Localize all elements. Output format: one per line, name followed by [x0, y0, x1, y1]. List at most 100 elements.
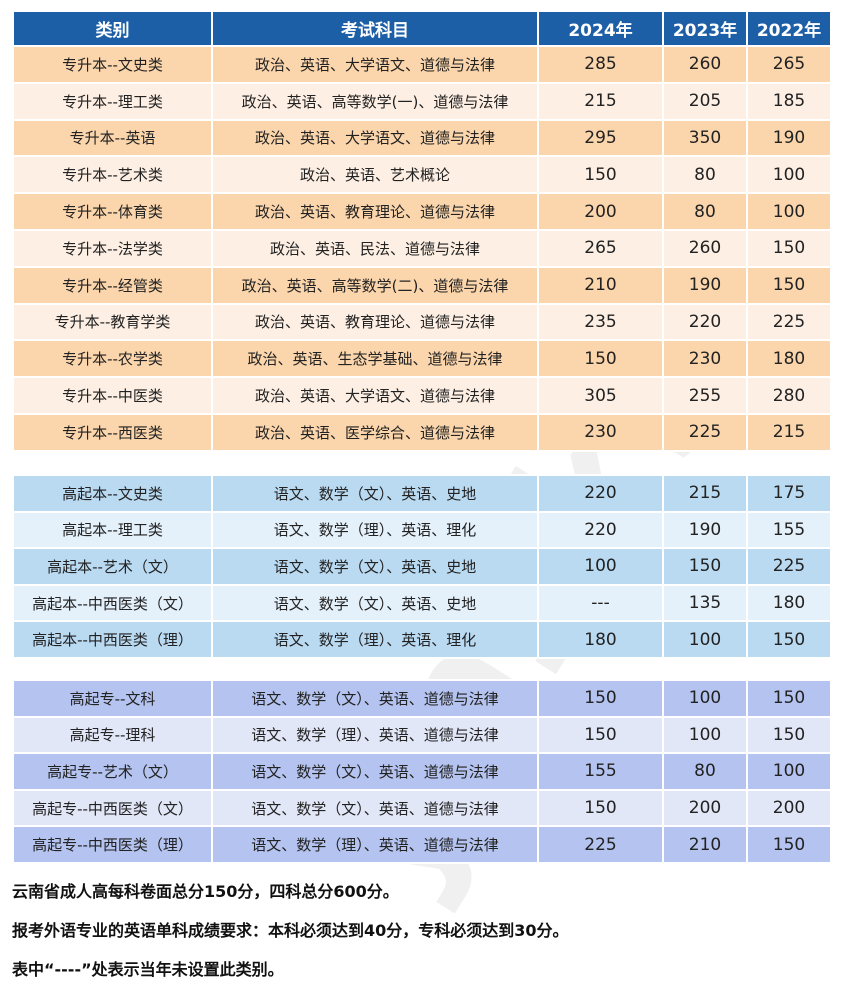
score-2023-cell: 200	[662, 788, 748, 828]
score-2024-cell: 100	[537, 547, 664, 586]
subjects-cell: 语文、数学（理）、英语、理化	[211, 510, 539, 550]
category-cell: 高起本--理工类	[12, 510, 213, 550]
score-2024-cell: 150	[537, 715, 664, 755]
category-cell: 专升本--艺术类	[12, 155, 213, 195]
category-cell: 专升本--法学类	[12, 228, 213, 268]
score-2022-cell: 190	[746, 118, 832, 158]
subjects-cell: 语文、数学（文）、英语、道德与法律	[211, 679, 539, 718]
score-2024-cell: 150	[537, 679, 664, 718]
score-2022-cell: 215	[746, 412, 832, 452]
score-2023-cell: 260	[662, 45, 748, 84]
score-2023-cell: 210	[662, 825, 748, 864]
category-cell: 专升本--理工类	[12, 81, 213, 121]
score-2023-cell: 220	[662, 302, 748, 342]
score-2024-cell: 210	[537, 265, 664, 305]
category-cell: 专升本--英语	[12, 118, 213, 158]
score-2023-cell: 150	[662, 547, 748, 586]
subjects-cell: 政治、英语、艺术概论	[211, 155, 539, 195]
table-row: 高起专--文科 语文、数学（文）、英语、道德与法律 150 100 150	[12, 679, 832, 718]
table-row: 专升本--西医类 政治、英语、医学综合、道德与法律 230 225 215	[12, 412, 832, 452]
header-2023: 2023年	[662, 10, 748, 47]
subjects-cell: 语文、数学（文）、英语、史地	[211, 583, 539, 623]
score-2022-cell: 150	[746, 715, 832, 755]
score-2022-cell: 150	[746, 228, 832, 268]
table-row: 专升本--文史类 政治、英语、大学语文、道德与法律 285 260 265	[12, 45, 832, 84]
category-cell: 专升本--体育类	[12, 192, 213, 231]
note-english-requirement: 报考外语专业的英语单科成绩要求：本科必须达到40分，专科必须达到30分。	[12, 921, 569, 940]
score-2023-cell: 100	[662, 715, 748, 755]
score-table-gaoqizhuan: 高起专--文科 语文、数学（文）、英语、道德与法律 150 100 150 高起专--理科…	[12, 679, 832, 864]
subjects-cell: 语文、数学（文）、英语、史地	[211, 474, 539, 513]
table-row: 高起专--中西医类（理） 语文、数学（理）、英语、道德与法律 225 210 150	[12, 825, 832, 864]
score-2024-cell: 200	[537, 192, 664, 231]
subjects-cell: 政治、英语、医学综合、道德与法律	[211, 412, 539, 452]
table-row: 专升本--理工类 政治、英语、高等数学(一)、道德与法律 215 205 185	[12, 81, 832, 121]
score-2024-cell: ---	[537, 583, 664, 623]
category-cell: 专升本--教育学类	[12, 302, 213, 342]
subjects-cell: 政治、英语、高等数学(一)、道德与法律	[211, 81, 539, 121]
subjects-cell: 政治、英语、教育理论、道德与法律	[211, 192, 539, 231]
score-2024-cell: 305	[537, 376, 664, 415]
subjects-cell: 政治、英语、大学语文、道德与法律	[211, 376, 539, 415]
score-2024-cell: 180	[537, 620, 664, 659]
table-row: 专升本--中医类 政治、英语、大学语文、道德与法律 305 255 280	[12, 376, 832, 415]
subjects-cell: 语文、数学（理）、英语、理化	[211, 620, 539, 659]
score-2022-cell: 150	[746, 679, 832, 718]
score-2022-cell: 280	[746, 376, 832, 415]
subjects-cell: 语文、数学（理）、英语、道德与法律	[211, 825, 539, 864]
category-cell: 专升本--经管类	[12, 265, 213, 305]
score-2023-cell: 100	[662, 620, 748, 659]
score-2022-cell: 100	[746, 155, 832, 195]
header-subjects: 考试科目	[211, 10, 539, 47]
score-2022-cell: 150	[746, 265, 832, 305]
score-table-zhuanshengben: 类别 考试科目 2024年 2023年 2022年 专升本--文史类 政治、英语、…	[12, 10, 832, 452]
category-cell: 高起专--文科	[12, 679, 213, 718]
score-2023-cell: 190	[662, 265, 748, 305]
table-row: 高起专--艺术（文） 语文、数学（文）、英语、道德与法律 155 80 100	[12, 752, 832, 791]
score-2023-cell: 80	[662, 752, 748, 791]
header-2022: 2022年	[746, 10, 832, 47]
score-2024-cell: 225	[537, 825, 664, 864]
score-table-gaoqiben: 高起本--文史类 语文、数学（文）、英语、史地 220 215 175 高起本--理工类语…	[12, 474, 832, 659]
subjects-cell: 语文、数学（文）、英语、道德与法律	[211, 788, 539, 828]
score-2022-cell: 225	[746, 547, 832, 586]
score-2022-cell: 100	[746, 192, 832, 231]
table-row: 专升本--法学类 政治、英语、民法、道德与法律 265 260 150	[12, 228, 832, 268]
score-2022-cell: 175	[746, 474, 832, 513]
score-2023-cell: 215	[662, 474, 748, 513]
score-2024-cell: 150	[537, 155, 664, 195]
subjects-cell: 政治、英语、教育理论、道德与法律	[211, 302, 539, 342]
category-cell: 高起本--中西医类（理）	[12, 620, 213, 659]
table-row: 专升本--农学类 政治、英语、生态学基础、道德与法律 150 230 180	[12, 339, 832, 379]
category-cell: 专升本--西医类	[12, 412, 213, 452]
score-2022-cell: 265	[746, 45, 832, 84]
note-dash-meaning: 表中“----”处表示当年未设置此类别。	[12, 960, 284, 979]
category-cell: 高起专--中西医类（理）	[12, 825, 213, 864]
score-2024-cell: 235	[537, 302, 664, 342]
score-2022-cell: 150	[746, 825, 832, 864]
category-cell: 高起专--中西医类（文）	[12, 788, 213, 828]
category-cell: 专升本--农学类	[12, 339, 213, 379]
table-row: 高起本--理工类 语文、数学（理）、英语、理化 220 190 155	[12, 510, 832, 550]
score-2023-cell: 80	[662, 192, 748, 231]
table-row: 专升本--体育类 政治、英语、教育理论、道德与法律 200 80 100	[12, 192, 832, 231]
score-2022-cell: 180	[746, 583, 832, 623]
header-category: 类别	[12, 10, 213, 47]
subjects-cell: 语文、数学（文）、英语、史地	[211, 547, 539, 586]
subjects-cell: 政治、英语、大学语文、道德与法律	[211, 45, 539, 84]
score-2024-cell: 285	[537, 45, 664, 84]
score-2024-cell: 150	[537, 339, 664, 379]
score-2024-cell: 215	[537, 81, 664, 121]
score-2022-cell: 180	[746, 339, 832, 379]
table-row: 高起本--中西医类（文） 语文、数学（文）、英语、史地 --- 135 180	[12, 583, 832, 623]
score-2024-cell: 155	[537, 752, 664, 791]
score-2024-cell: 230	[537, 412, 664, 452]
table-row: 专升本--教育学类 政治、英语、教育理论、道德与法律 235 220 225	[12, 302, 832, 342]
score-2023-cell: 225	[662, 412, 748, 452]
score-2023-cell: 260	[662, 228, 748, 268]
score-2022-cell: 185	[746, 81, 832, 121]
category-cell: 高起本--艺术（文）	[12, 547, 213, 586]
subjects-cell: 语文、数学（理）、英语、道德与法律	[211, 715, 539, 755]
score-2024-cell: 150	[537, 788, 664, 828]
category-cell: 高起专--理科	[12, 715, 213, 755]
